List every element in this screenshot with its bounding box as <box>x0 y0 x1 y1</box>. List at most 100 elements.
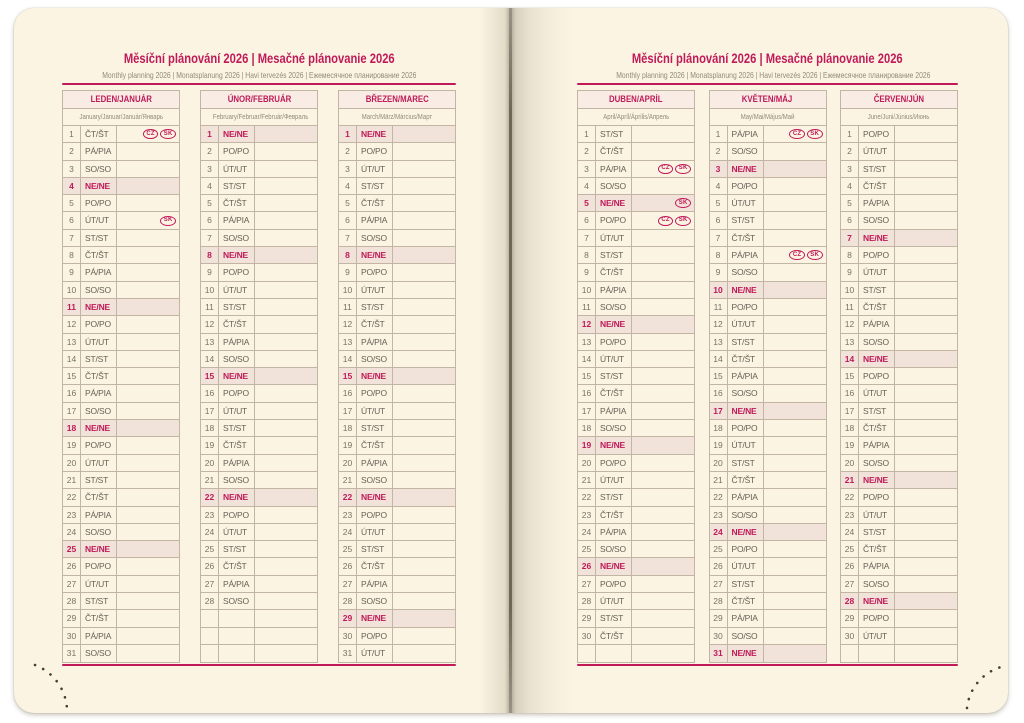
day-row: 25 ST/ST <box>339 541 455 559</box>
day-row: 12 ÚT/UT <box>709 316 826 334</box>
day-abbrev: NE/NE <box>81 420 117 437</box>
day-row: 1 PÁ/PIA CZ SK <box>709 126 826 144</box>
day-abbrev: NE/NE <box>357 368 393 385</box>
day-abbrev: ÚT/UT <box>859 627 895 644</box>
day-abbrev: ČT/ŠT <box>219 437 255 454</box>
day-abbrev: SO/SO <box>596 298 632 316</box>
day-row: 2 PÁ/PIA <box>63 143 179 161</box>
day-number: 24 <box>201 523 219 541</box>
day-row: 28 SO/SO <box>201 593 317 611</box>
day-number: 19 <box>710 437 728 454</box>
day-row: 22 ČT/ŠT <box>63 489 179 507</box>
day-row: 4 SO/SO <box>578 177 694 196</box>
day-abbrev: PÁ/PIA <box>357 454 393 471</box>
notes-cell <box>117 558 179 574</box>
notes-cell <box>255 299 317 315</box>
day-abbrev: ST/ST <box>728 212 764 229</box>
day-abbrev: PÁ/PIA <box>596 523 632 541</box>
day-number: 21 <box>339 471 357 489</box>
notes-cell <box>764 593 826 609</box>
day-abbrev: PÁ/PIA <box>728 126 764 143</box>
day-abbrev-empty <box>219 610 255 627</box>
day-number: 6 <box>841 212 859 229</box>
day-abbrev: ST/ST <box>219 420 255 437</box>
notes-cell <box>117 610 179 626</box>
day-row: 2 ÚT/UT <box>841 143 957 161</box>
day-row: 3 PÁ/PIA CZ SK <box>578 160 694 178</box>
day-number: 24 <box>841 523 859 541</box>
day-abbrev: SO/SO <box>596 177 632 195</box>
notes-cell <box>632 351 694 367</box>
day-row: 11 ČT/ŠT <box>841 298 957 317</box>
day-abbrev: NE/NE <box>859 471 895 489</box>
notes-cell <box>393 593 455 609</box>
notes-cell <box>393 524 455 540</box>
notes-cell <box>895 437 957 453</box>
day-number: 7 <box>841 229 859 247</box>
day-number: 31 <box>339 644 357 663</box>
day-row: 3 ST/ST <box>841 160 957 178</box>
day-abbrev: PÁ/PIA <box>728 610 764 627</box>
day-number: 16 <box>339 385 357 402</box>
month-table-duben: DUBEN/APRÍL April/Apríl/Április/Апрель 1 ST… <box>577 90 695 664</box>
day-abbrev: NE/NE <box>81 177 117 195</box>
day-number: 26 <box>578 558 596 575</box>
page-subtitle: Monthly planning 2026 | Monatsplanung 20… <box>62 70 456 81</box>
day-number: 20 <box>339 454 357 471</box>
day-row: 15 ČT/ŠT <box>63 368 179 386</box>
day-row: 7 NE/NE <box>841 229 957 248</box>
day-row: 19 NE/NE <box>578 437 694 455</box>
day-number: 23 <box>339 506 357 523</box>
notes-cell <box>895 507 957 523</box>
day-number: 25 <box>63 541 81 558</box>
day-abbrev: SO/SO <box>357 229 393 247</box>
day-row: 12 PÁ/PIA <box>841 316 957 334</box>
day-number: 5 <box>710 195 728 212</box>
day-abbrev: NE/NE <box>728 402 764 420</box>
day-number: 22 <box>841 489 859 506</box>
notes-cell <box>895 472 957 488</box>
notes-cell <box>117 455 179 471</box>
day-abbrev: ČT/ŠT <box>859 177 895 195</box>
day-number: 15 <box>339 368 357 385</box>
day-row: 31 SO/SO <box>63 644 179 663</box>
day-row: 21 SO/SO <box>201 471 317 490</box>
day-abbrev: ČT/ŠT <box>728 471 764 489</box>
day-row: 23 PO/PO <box>339 506 455 524</box>
day-abbrev: PO/PO <box>357 264 393 281</box>
day-row: 20 ST/ST <box>709 454 826 472</box>
day-row: 25 ČT/ŠT <box>841 541 957 559</box>
day-number: 14 <box>63 350 81 368</box>
notes-cell <box>632 489 694 505</box>
day-row: 26 PO/PO <box>63 558 179 576</box>
day-abbrev: PÁ/PIA <box>728 247 764 264</box>
day-row: 14 SO/SO <box>339 350 455 369</box>
notes-cell <box>895 212 957 228</box>
day-row: 15 PÁ/PIA <box>709 368 826 386</box>
day-abbrev: ÚT/UT <box>596 471 632 489</box>
day-row: 20 SO/SO <box>841 454 957 472</box>
notes-cell <box>895 316 957 332</box>
day-number: 8 <box>578 247 596 264</box>
day-row: 24 ÚT/UT <box>201 523 317 542</box>
day-abbrev: NE/NE <box>728 644 764 663</box>
notes-cell <box>255 230 317 246</box>
day-number: 17 <box>63 402 81 420</box>
day-number: 2 <box>710 143 728 160</box>
day-abbrev: ST/ST <box>357 177 393 195</box>
day-row: 10 PÁ/PIA <box>578 281 694 299</box>
day-row: 5 ÚT/UT <box>709 195 826 213</box>
day-number: 13 <box>63 333 81 350</box>
day-abbrev: PO/PO <box>859 126 895 143</box>
notes-cell <box>255 593 317 609</box>
notes-cell <box>393 282 455 298</box>
notes-cell: CZ SK <box>764 126 826 142</box>
month-title: DUBEN/APRÍL <box>578 91 694 109</box>
day-row: 10 ÚT/UT <box>201 281 317 299</box>
notes-cell <box>895 247 957 263</box>
day-number: 13 <box>841 333 859 350</box>
day-row: 24 SO/SO <box>63 523 179 542</box>
day-row: 30 ČT/ŠT <box>578 627 694 645</box>
day-abbrev: ÚT/UT <box>357 523 393 541</box>
day-row: 7 SO/SO <box>339 229 455 248</box>
